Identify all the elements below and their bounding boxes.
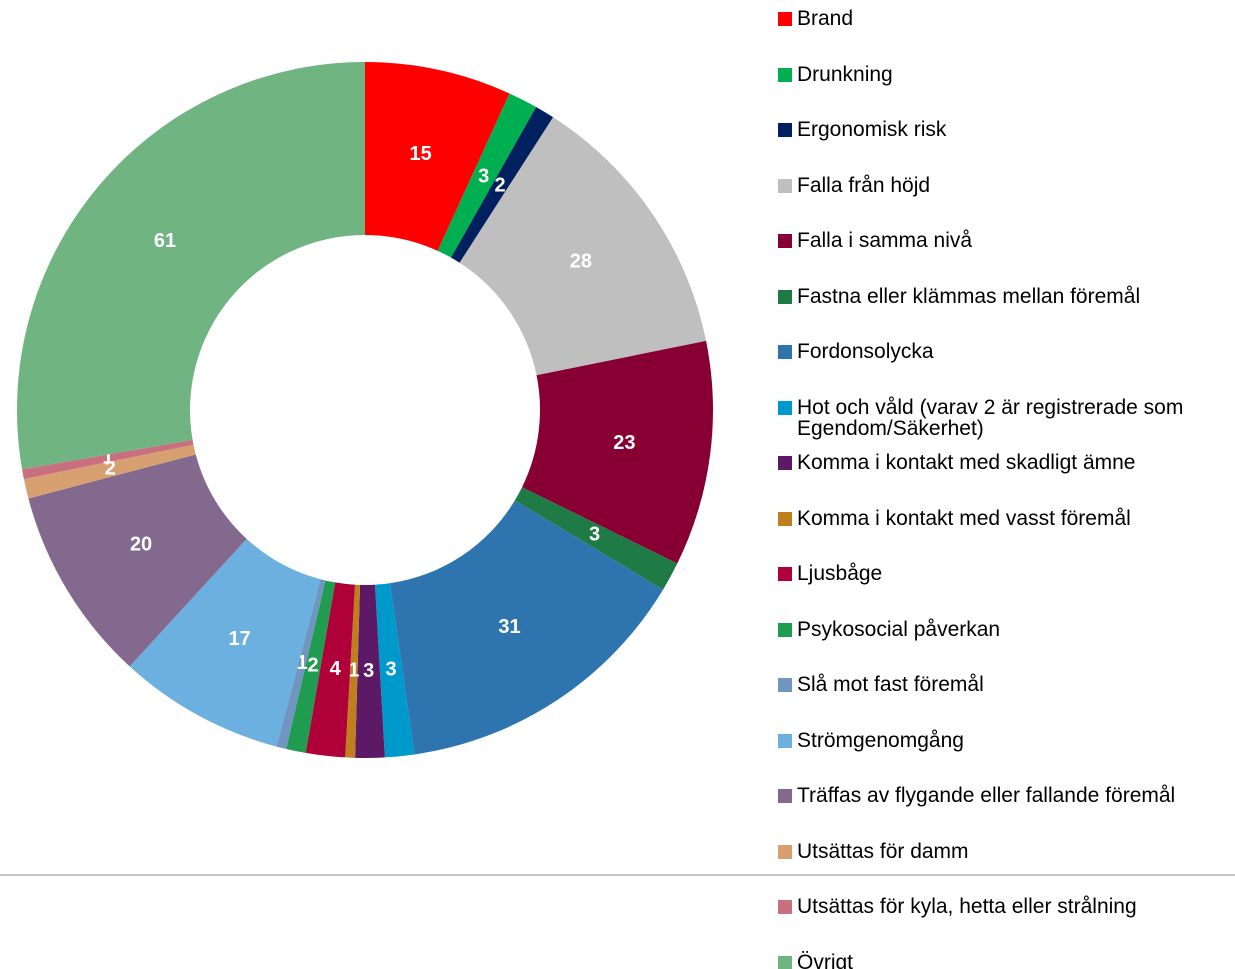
- legend-item: Hot och våld (varav 2 är registrerade so…: [778, 397, 1235, 439]
- legend-swatch: [778, 955, 792, 969]
- legend-swatch: [778, 622, 792, 637]
- data-label: 4: [330, 658, 342, 680]
- slice: [514, 487, 678, 590]
- data-label: 61: [154, 230, 176, 252]
- legend-item: Strömgenomgång: [778, 730, 1235, 751]
- legend-label: Falla i samma nivå: [797, 229, 973, 252]
- legend-swatch: [778, 567, 792, 581]
- legend-label: Strömgenomgång: [797, 728, 964, 752]
- data-label: 2: [494, 174, 505, 196]
- legend-label: Utsättas för damm: [797, 839, 969, 863]
- legend-swatch: [778, 511, 792, 526]
- legend-label: Utsättas för kyla, hetta eller strålning: [797, 895, 1137, 918]
- legend-swatch: [778, 400, 792, 415]
- slice: [286, 580, 336, 753]
- legend-swatch: [778, 234, 792, 248]
- data-label: 17: [229, 628, 251, 650]
- data-label: 31: [498, 616, 520, 638]
- legend-swatch: [778, 456, 792, 470]
- legend-swatch: [778, 733, 792, 748]
- legend-item: Träffas av flygande eller fallande förem…: [778, 785, 1235, 806]
- data-label: 1: [297, 652, 308, 674]
- data-label: 1: [348, 660, 359, 682]
- legend-item: Psykosocial påverkan: [778, 619, 1235, 640]
- legend-label: Komma i kontakt med vasst föremål: [797, 506, 1131, 530]
- slice: [451, 106, 554, 263]
- data-label: 2: [105, 458, 116, 480]
- data-label: 1: [102, 447, 113, 469]
- legend-label: Fordonsolycka: [797, 340, 934, 363]
- slice: [345, 584, 361, 758]
- legend-item: Övrigt: [778, 952, 1235, 969]
- slice: [129, 538, 321, 747]
- legend-label: Slå mot fast föremål: [797, 673, 984, 696]
- legend-item: Brand: [778, 8, 1235, 29]
- legend-item: Ergonomisk risk: [778, 119, 1235, 140]
- legend-swatch: [778, 345, 792, 359]
- data-label: 3: [386, 658, 397, 680]
- slice: [437, 93, 537, 258]
- legend-item: Fordonsolycka: [778, 341, 1235, 362]
- legend-label: Ergonomisk risk: [797, 118, 947, 141]
- data-label: 3: [363, 660, 374, 682]
- legend-swatch: [778, 678, 792, 692]
- data-label: 3: [478, 165, 489, 187]
- slice: [365, 62, 510, 251]
- legend-label: Drunkning: [797, 62, 893, 86]
- slice: [276, 579, 326, 749]
- legend-item: Utsättas för kyla, hetta eller strålning: [778, 896, 1235, 917]
- legend-item: Slå mot fast föremål: [778, 674, 1235, 695]
- slice: [355, 584, 385, 759]
- legend-swatch: [778, 123, 792, 137]
- legend-item: Komma i kontakt med vasst föremål: [778, 508, 1235, 529]
- legend-swatch: [778, 178, 792, 193]
- legend-label: Fastna eller klämmas mellan föremål: [797, 284, 1141, 308]
- legend-label: Hot och våld (varav 2 är registrerade so…: [797, 395, 1184, 440]
- data-label: 2: [308, 655, 319, 677]
- slice: [459, 117, 707, 376]
- legend-label: Träffas av flygande eller fallande förem…: [797, 784, 1176, 807]
- legend-label: Falla från höjd: [797, 173, 931, 197]
- legend-item: Komma i kontakt med skadligt ämne: [778, 452, 1235, 473]
- slice: [23, 444, 196, 499]
- slice: [374, 583, 415, 758]
- legend-item: Drunkning: [778, 64, 1235, 85]
- legend-label: Psykosocial påverkan: [797, 617, 1001, 641]
- legend-item: Ljusbåge: [778, 563, 1235, 584]
- data-label: 15: [409, 143, 431, 165]
- legend-swatch: [778, 289, 792, 304]
- legend-item: Falla i samma nivå: [778, 230, 1235, 251]
- legend-label: Brand: [797, 7, 854, 30]
- legend-swatch: [778, 900, 792, 914]
- data-label: 20: [130, 533, 152, 555]
- legend-item: Fastna eller klämmas mellan föremål: [778, 286, 1235, 307]
- data-label: 28: [570, 251, 592, 273]
- slice: [16, 62, 365, 470]
- slice: [22, 439, 194, 480]
- data-label: 23: [613, 432, 635, 454]
- legend-swatch: [778, 12, 792, 26]
- legend-swatch: [778, 844, 792, 859]
- slice: [389, 500, 664, 755]
- slice: [28, 454, 247, 667]
- legend-item: Utsättas för damm: [778, 841, 1235, 862]
- legend-swatch: [778, 789, 792, 803]
- legend-item: Falla från höjd: [778, 175, 1235, 196]
- legend-label: Ljusbåge: [797, 562, 883, 585]
- legend-label: Komma i kontakt med skadligt ämne: [797, 451, 1136, 474]
- data-label: 3: [589, 524, 600, 546]
- legend-label: Övrigt: [797, 950, 854, 969]
- slice: [522, 340, 713, 564]
- legend-swatch: [778, 67, 792, 82]
- slice: [305, 582, 356, 758]
